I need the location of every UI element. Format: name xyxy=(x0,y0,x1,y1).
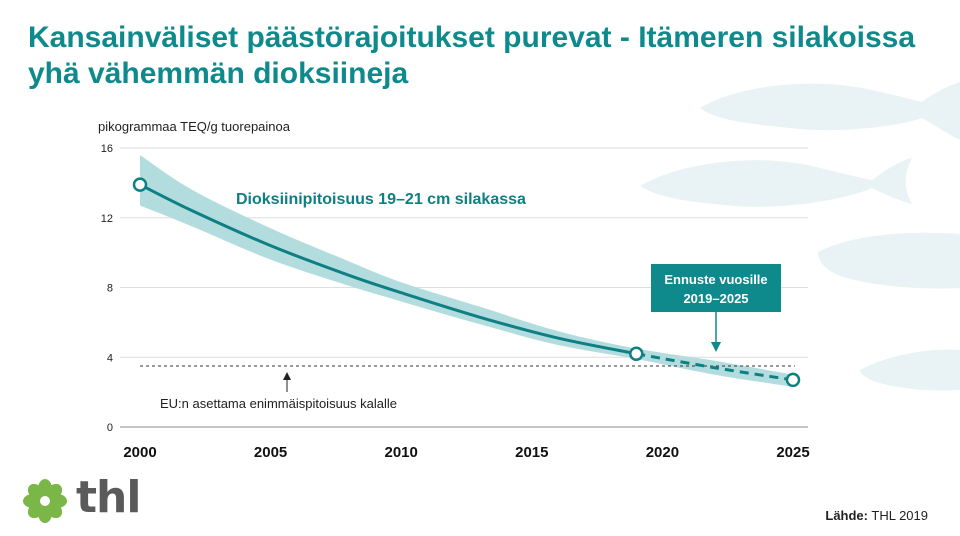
data-point xyxy=(132,177,148,192)
forecast-box xyxy=(651,264,781,312)
x-tick-label: 2000 xyxy=(123,444,156,461)
title-line-1: Kansainväliset päästörajoitukset purevat… xyxy=(28,21,916,54)
confidence-band xyxy=(140,154,793,387)
series-label: Dioksiinipitoisuus 19–21 cm silakassa xyxy=(236,191,526,208)
fish-icon xyxy=(818,232,960,289)
fish-icon xyxy=(640,158,912,207)
logo-text: thl xyxy=(76,472,141,523)
reference-arrow-head xyxy=(283,372,291,380)
source-note: Lähde: THL 2019 xyxy=(825,508,928,523)
x-tick-label: 2005 xyxy=(254,444,287,461)
flower-logo-icon xyxy=(23,479,67,523)
x-tick-label: 2025 xyxy=(776,444,809,461)
source-label: Lähde: xyxy=(825,508,868,523)
dioxin-line xyxy=(139,183,637,356)
forecast-line xyxy=(636,352,794,382)
forecast-box-line-2: 2019–2025 xyxy=(683,291,748,306)
y-tick-label: 12 xyxy=(101,213,113,225)
fish-icon xyxy=(700,82,960,140)
page-title: Kansainväliset päästörajoitukset purevat… xyxy=(28,20,948,92)
y-tick-label: 0 xyxy=(107,422,113,434)
x-tick-label: 2020 xyxy=(646,444,679,461)
y-tick-label: 4 xyxy=(107,352,113,364)
forecast-box-line-1: Ennuste vuosille xyxy=(664,272,767,287)
data-point xyxy=(629,346,644,362)
thl-logo: thl xyxy=(22,472,152,524)
source-value: THL 2019 xyxy=(871,508,928,523)
x-tick-label: 2010 xyxy=(385,444,418,461)
fish-icon xyxy=(860,349,960,391)
x-tick-label: 2015 xyxy=(515,444,548,461)
title-line-2: yhä vähemmän dioksiineja xyxy=(28,57,409,90)
y-tick-label: 8 xyxy=(107,283,113,295)
data-point xyxy=(785,372,801,388)
reference-line-label: EU:n asettama enimmäispitoisuus kalalle xyxy=(160,396,397,411)
forecast-arrow-head xyxy=(711,342,721,352)
y-tick-label: 16 xyxy=(101,143,113,155)
y-axis-label: pikogrammaa TEQ/g tuorepainoa xyxy=(98,119,291,134)
